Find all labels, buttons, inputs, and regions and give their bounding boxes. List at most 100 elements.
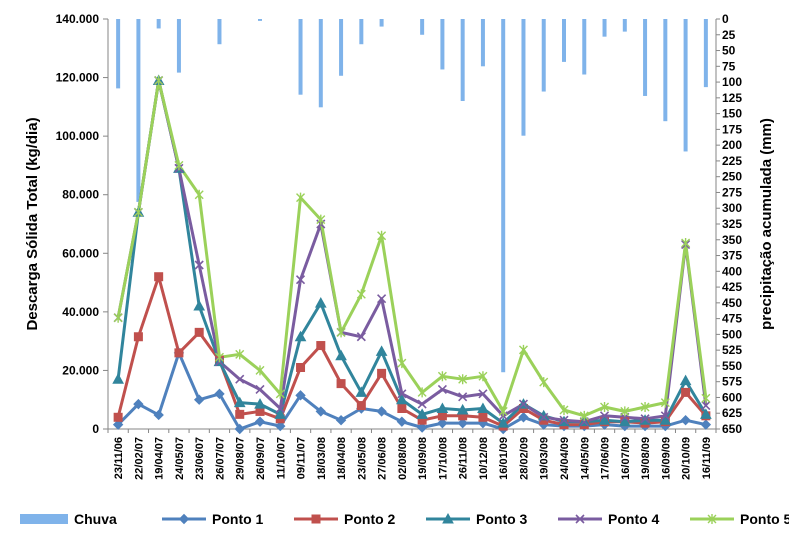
marker-square [113, 412, 123, 422]
marker-triangle [274, 408, 287, 419]
x-tick-label: 26/09/07 [255, 437, 267, 480]
y2-axis-title: precipitação acumulada (mm) [758, 118, 775, 330]
marker-square [235, 409, 245, 419]
x-tick-label: 23/11/06 [113, 437, 125, 479]
marker-star [377, 230, 387, 241]
marker-star [133, 207, 143, 218]
y2-tick-label: 450 [722, 296, 742, 310]
marker-triangle [112, 373, 124, 384]
rain-bar [521, 19, 526, 136]
y-tick-label: 0 [92, 422, 99, 436]
x-tick-label: 19/08/09 [640, 437, 652, 480]
marker-x [437, 384, 447, 395]
x-tick-label: 16/09/09 [660, 437, 672, 480]
marker-star [518, 344, 528, 355]
y2-tick-label: 175 [722, 122, 742, 136]
marker-x [575, 514, 585, 524]
marker-triangle [618, 415, 631, 427]
marker-star [620, 406, 630, 417]
marker-x [599, 411, 610, 421]
marker-square [437, 411, 447, 421]
marker-square [478, 412, 488, 422]
marker-diamond [133, 398, 144, 410]
marker-square [154, 272, 164, 282]
marker-diamond [437, 417, 448, 429]
rain-bar [116, 19, 121, 89]
marker-square [397, 404, 407, 413]
y2-tick-label: 225 [722, 154, 742, 168]
marker-square [316, 341, 326, 351]
y2-tick-label: 650 [722, 422, 742, 436]
x-tick-label: 29/08/07 [235, 437, 247, 480]
rain-bar [379, 19, 384, 27]
x-tick-label: 22/02/07 [133, 437, 145, 480]
rain-bar [582, 19, 587, 75]
marker-diamond [457, 417, 468, 429]
marker-square [311, 514, 321, 524]
rain-bar [339, 19, 344, 76]
rain-bar [420, 19, 425, 35]
marker-star [458, 374, 468, 385]
x-tick-label: 26/07/07 [214, 437, 226, 480]
y2-tick-label: 150 [722, 107, 742, 121]
marker-triangle [477, 402, 489, 413]
y2-tick-label: 0 [722, 12, 729, 26]
y2-tick-label: 325 [722, 217, 742, 231]
x-tick-label: 23/05/08 [356, 437, 368, 480]
marker-square [174, 348, 184, 358]
x-tick-label: 19/03/09 [539, 437, 551, 480]
y2-tick-label: 375 [722, 249, 742, 263]
marker-diamond [193, 394, 205, 405]
rain-bar [359, 19, 364, 45]
y2-tick-label: 475 [722, 312, 742, 326]
y-tick-label: 60.000 [62, 246, 99, 260]
x-tick-label: 20/10/09 [681, 437, 693, 480]
marker-square [133, 332, 143, 342]
marker-triangle [396, 393, 408, 405]
series-line-ponto-5 [116, 79, 708, 418]
marker-triangle [679, 374, 692, 386]
y-tick-label: 140.000 [56, 12, 100, 26]
marker-diamond [335, 415, 347, 426]
marker-star [397, 358, 407, 369]
marker-diamond [234, 423, 245, 435]
marker-star [214, 352, 224, 363]
marker-diamond [416, 422, 428, 433]
marker-star [498, 406, 508, 417]
marker-square [356, 401, 366, 411]
marker-triangle [314, 297, 327, 308]
marker-star [336, 327, 346, 338]
marker-star [660, 397, 670, 408]
y2-tick-label: 575 [722, 375, 742, 389]
rain-bar [643, 19, 648, 96]
y2-tick-label: 550 [722, 359, 742, 373]
y-tick-label: 40.000 [62, 305, 99, 319]
marker-diamond [214, 388, 225, 400]
marker-star [316, 214, 326, 225]
series-line-ponto-4 [116, 79, 708, 424]
marker-square [194, 327, 204, 337]
x-tick-label: 17/06/09 [600, 437, 612, 480]
marker-star [417, 387, 427, 398]
x-tick-label: 16/07/09 [620, 437, 632, 480]
y2-tick-label: 25 [722, 28, 736, 42]
marker-star [194, 189, 204, 200]
marker-x [539, 412, 549, 422]
legend-label: Ponto 5 [740, 511, 789, 527]
marker-star [478, 371, 488, 382]
y2-tick-label: 400 [722, 264, 742, 278]
rain-bar [480, 19, 485, 67]
rain-bar [440, 19, 445, 70]
marker-square [255, 406, 265, 416]
rain-bar [501, 19, 506, 373]
marker-star [255, 365, 265, 376]
x-tick-label: 17/10/08 [437, 437, 449, 480]
marker-diamond [178, 513, 190, 525]
marker-triangle [497, 417, 510, 428]
y-tick-label: 20.000 [62, 363, 99, 377]
marker-diamond [153, 409, 164, 421]
legend-label: Ponto 3 [476, 511, 528, 527]
y2-tick-label: 300 [722, 201, 742, 215]
y2-tick-label: 425 [722, 280, 742, 294]
x-tick-label: 02/08/08 [397, 437, 409, 480]
